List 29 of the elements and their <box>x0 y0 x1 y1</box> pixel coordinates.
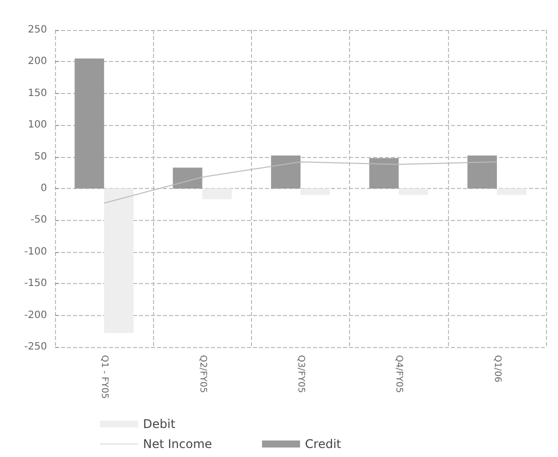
legend-label: Debit <box>143 417 176 431</box>
bar <box>74 58 104 188</box>
bar <box>369 158 399 188</box>
x-tick-label: Q1 - FY05 <box>99 355 110 399</box>
bar <box>496 188 526 195</box>
x-tick-label: Q2/FY05 <box>197 355 208 393</box>
y-tick-label: 200 <box>28 56 47 68</box>
bar <box>467 156 497 188</box>
x-tick-label: Q3/FY05 <box>296 355 306 393</box>
bar <box>398 188 428 195</box>
y-tick-label: 150 <box>28 88 47 99</box>
y-tick-label: 0 <box>40 183 47 194</box>
y-tick-label: 250 <box>28 24 47 36</box>
bar <box>300 188 330 195</box>
bar <box>172 168 202 188</box>
x-tick-label: Q4/FY05 <box>394 355 404 393</box>
legend-label: Credit <box>305 437 342 451</box>
bar <box>202 188 232 200</box>
bar <box>104 188 134 334</box>
y-tick-label: -250 <box>24 342 47 352</box>
y-tick-label: -200 <box>24 310 47 321</box>
y-tick-label: -100 <box>24 246 47 258</box>
y-tick-label: -50 <box>30 214 47 226</box>
x-tick-label: Q1/06 <box>492 355 502 383</box>
legend-label: Net Income <box>143 437 212 451</box>
y-tick-label: -150 <box>24 278 47 290</box>
y-tick-label: 100 <box>28 120 47 131</box>
y-tick-label: 50 <box>34 151 47 162</box>
bar <box>271 156 300 188</box>
